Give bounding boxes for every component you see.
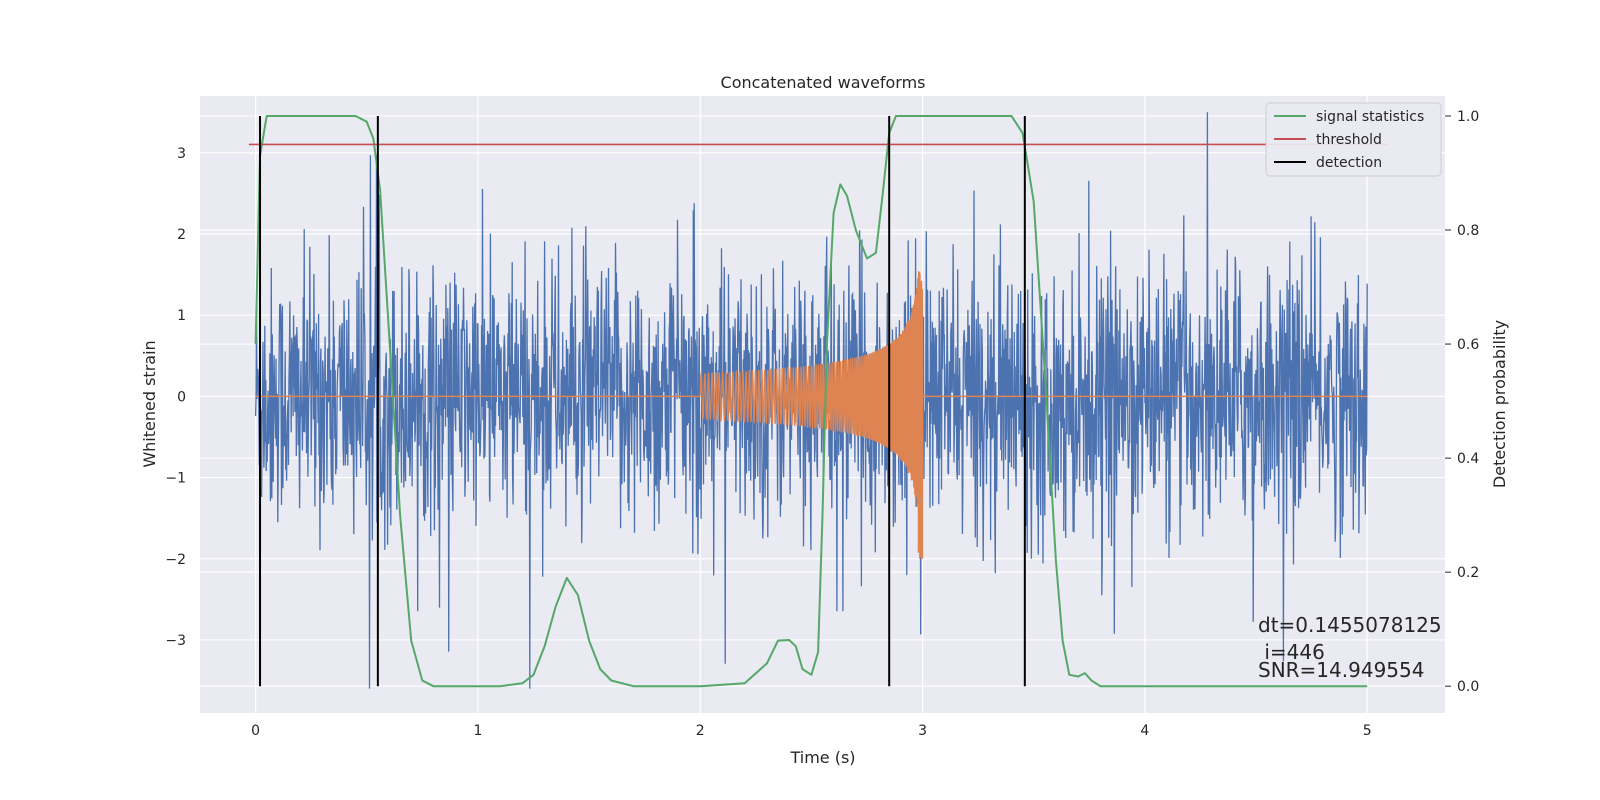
right-y-tick-label: 0.4 — [1457, 451, 1479, 467]
noise-line — [254, 112, 1368, 689]
signal-statistics-series — [254, 115, 1368, 688]
x-tick-label: 1 — [473, 723, 482, 739]
annotations: dt=0.1455078125 i=446 SNR=14.949554 — [1258, 613, 1442, 682]
x-axis-label: Time (s) — [789, 748, 855, 767]
legend-label-signal-statistics: signal statistics — [1316, 109, 1424, 125]
y-tick-label: 1 — [177, 308, 186, 324]
right-y-tick-label: 0.0 — [1457, 679, 1479, 695]
annotation-snr: SNR=14.949554 — [1258, 658, 1424, 682]
right-y-tick-label: 0.6 — [1457, 337, 1479, 353]
right-y-tick-label: 0.2 — [1457, 565, 1479, 581]
legend-box — [1265, 102, 1442, 177]
right-y-axis-label: Detection probability — [1490, 320, 1509, 488]
x-tick-label: 5 — [1363, 723, 1372, 739]
x-tick-label: 0 — [251, 723, 260, 739]
noise-series — [254, 112, 1368, 689]
x-tick-label: 4 — [1140, 723, 1149, 739]
signal-statistics-line — [254, 115, 1368, 688]
annotation-dt: dt=0.1455078125 — [1258, 613, 1442, 637]
legend: signal statistics threshold detection — [1265, 102, 1442, 177]
y-axis-ticks: −3 −2 −1 0 1 2 3 — [165, 146, 186, 649]
detection-series — [259, 115, 1026, 687]
x-axis-ticks: 0 1 2 3 4 5 — [251, 723, 1372, 739]
legend-label-threshold: threshold — [1316, 132, 1382, 148]
chart-title: Concatenated waveforms — [721, 73, 926, 92]
right-y-tick-label: 1.0 — [1457, 109, 1479, 125]
y-tick-label: 3 — [177, 146, 186, 162]
y-axis-label: Whitened strain — [140, 340, 159, 467]
y-tick-label: 2 — [177, 227, 186, 243]
y-tick-label: −2 — [165, 552, 186, 568]
y-tick-label: 0 — [177, 389, 186, 405]
right-y-tick-label: 0.8 — [1457, 223, 1479, 239]
x-tick-label: 2 — [696, 723, 705, 739]
chirp-line — [699, 271, 924, 559]
x-tick-label: 3 — [918, 723, 927, 739]
y-tick-label: −1 — [165, 471, 186, 487]
right-y-axis-ticks: 0.0 0.2 0.4 0.6 0.8 1.0 — [1445, 109, 1479, 695]
legend-label-detection: detection — [1316, 155, 1382, 171]
y-tick-label: −3 — [165, 633, 186, 649]
chirp-series — [255, 271, 1368, 559]
annotation-index: i=446 — [1258, 640, 1325, 664]
